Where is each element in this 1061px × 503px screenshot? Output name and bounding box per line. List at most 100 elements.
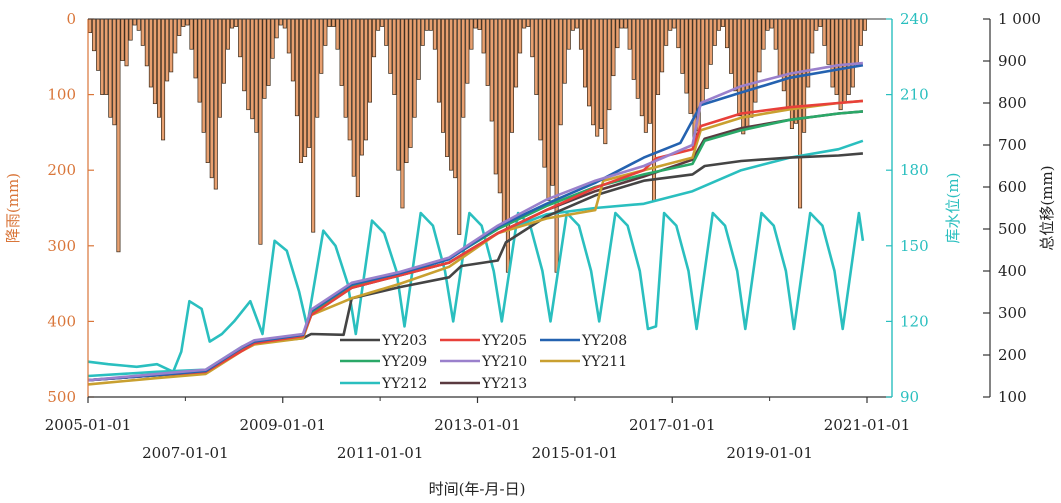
rain-bar: [161, 18, 166, 141]
rain-bar: [566, 18, 571, 50]
rain-bar: [286, 18, 291, 54]
rain-bar: [380, 18, 385, 27]
rain-bar: [132, 18, 137, 26]
rain-bar: [680, 18, 685, 74]
rain-bar: [230, 18, 235, 29]
rain-bar: [165, 18, 170, 82]
rain-bar: [639, 18, 644, 117]
rain-bar: [497, 18, 502, 194]
rain-bar: [152, 18, 157, 105]
rain-bar: [294, 18, 299, 117]
rain-bar: [449, 18, 454, 171]
rain-bar: [676, 18, 681, 49]
water-tick-label: 240: [900, 10, 929, 28]
rain-bar: [599, 18, 604, 129]
rain-bar: [858, 18, 863, 46]
rain-bar: [725, 18, 730, 49]
rain-bar: [173, 18, 178, 54]
rain-bar: [765, 18, 770, 31]
rain-bar: [303, 18, 308, 157]
rain-bar: [136, 18, 141, 31]
rain-bar: [485, 18, 490, 86]
disp-tick-label: 1 000: [998, 10, 1041, 28]
rain-bar: [400, 18, 405, 209]
x-tick-label: 2017-01-01: [629, 416, 715, 434]
rain-bar: [729, 18, 734, 74]
rain-bar: [619, 18, 624, 29]
rain-bar: [331, 18, 336, 27]
rain-bar: [469, 18, 474, 50]
rain-bar: [826, 18, 831, 65]
rain-bar: [538, 18, 543, 141]
rain-bar: [197, 18, 202, 103]
rain-bar: [124, 18, 129, 67]
rain-bar: [270, 18, 275, 59]
x-tick-label: 2005-01-01: [45, 416, 131, 434]
rain-bar: [412, 18, 417, 118]
rain-bar: [367, 18, 373, 103]
x-tick-label: 2007-01-01: [142, 444, 228, 462]
rain-bar: [461, 18, 466, 118]
rain-bar: [201, 18, 206, 133]
water-tick-label: 90: [900, 388, 919, 406]
rain-tick-label: 400: [47, 312, 76, 330]
series-line-yy205: [87, 99, 864, 382]
legend-label: YY211: [581, 354, 627, 370]
rain-bar: [656, 18, 661, 95]
rain-bar: [518, 18, 523, 54]
rain-bar: [290, 18, 295, 82]
rain-bar: [591, 18, 596, 126]
legend-label: YY208: [581, 333, 627, 349]
rain-bar: [745, 18, 750, 127]
rain-bar: [445, 18, 450, 157]
rain-bar: [733, 18, 738, 92]
legend-label: YY213: [481, 376, 527, 392]
water-tick-label: 210: [900, 86, 929, 104]
rain-bar: [587, 18, 592, 107]
rain-bar: [104, 18, 109, 95]
rain-bar: [246, 18, 251, 111]
rain-bar: [193, 18, 198, 79]
rain-bar: [396, 18, 401, 171]
rain-bar: [428, 18, 433, 31]
rain-bar: [278, 18, 283, 26]
rain-bar: [424, 18, 429, 31]
rain-bar: [595, 18, 600, 137]
rain-bar: [298, 18, 304, 163]
rain-bar: [737, 18, 742, 117]
rain-bar: [339, 18, 344, 86]
rain-bar: [363, 18, 368, 141]
rain-bar: [327, 18, 332, 27]
disp-tick-label: 500: [998, 220, 1027, 238]
rain-bar: [128, 18, 133, 41]
rain-bar: [550, 18, 555, 186]
rain-bar: [757, 18, 762, 73]
rain-bar: [773, 18, 778, 50]
axes: 0 100 200 300 400 500 降雨(mm) 2005-01-01 2009-01-…: [4, 10, 1056, 462]
rain-bar: [716, 18, 721, 31]
rain-bar: [627, 18, 632, 50]
rain-bar: [554, 18, 559, 273]
x-tick-label: 2015-01-01: [532, 444, 618, 462]
rain-bar: [209, 18, 214, 179]
rain-bar: [672, 18, 677, 29]
rain-bar: [542, 18, 547, 168]
rain-bar: [258, 18, 263, 245]
rain-bar: [822, 18, 827, 46]
rain-bar: [315, 18, 320, 118]
rain-bar: [623, 18, 628, 29]
rain-tick-label: 300: [47, 237, 76, 255]
rain-bar: [156, 18, 162, 118]
rain-bar: [660, 18, 665, 73]
legend-label: YY210: [481, 354, 527, 370]
rain-bar: [311, 18, 316, 233]
rain-bar: [116, 18, 121, 253]
x-tick-label: 2009-01-01: [240, 416, 326, 434]
rain-bar: [489, 18, 494, 122]
legend-label: YY212: [381, 376, 427, 392]
rain-bar: [323, 18, 328, 46]
rain-bar: [562, 18, 567, 84]
rain-bar: [846, 18, 851, 95]
legend-label: YY205: [481, 333, 527, 349]
rain-bar: [635, 18, 640, 99]
